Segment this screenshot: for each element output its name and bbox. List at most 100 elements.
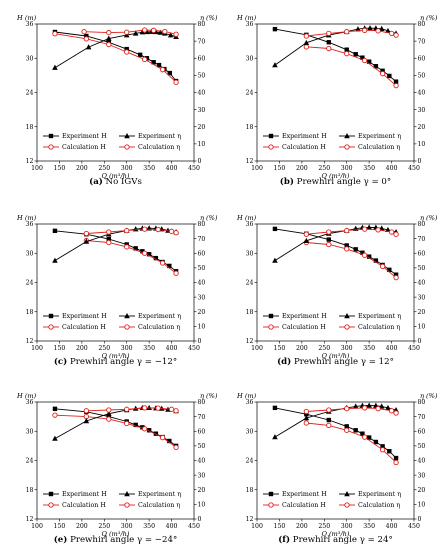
- series-line: [306, 422, 397, 463]
- y-right-tick-label: 80: [198, 399, 206, 406]
- y-right-tick-label: 40: [198, 280, 206, 287]
- legend-marker: [268, 313, 274, 319]
- y-right-tick-label: 10: [418, 502, 426, 509]
- legend-label: Experiment η: [358, 491, 401, 498]
- data-point: [393, 83, 399, 89]
- y-right-tick-label: 20: [418, 487, 426, 494]
- series-line: [54, 33, 177, 83]
- data-point: [303, 33, 309, 39]
- legend-marker: [48, 133, 54, 139]
- data-point: [362, 27, 368, 33]
- legend-marker: [124, 144, 130, 150]
- y-right-tick-label: 10: [198, 324, 206, 331]
- panel-caption: (b) Prewhirl angle γ = 0°: [280, 176, 391, 187]
- data-point: [366, 59, 372, 64]
- data-point: [367, 25, 373, 31]
- y-right-tick-label: 40: [418, 458, 426, 465]
- x-tick-label: 100: [251, 345, 263, 352]
- data-point: [362, 226, 368, 232]
- chart-panel: 100 150 200 250 300 350 400 450 12 18 24 30 36 0 10 20 3…: [16, 214, 218, 367]
- chart-panel: 100 150 200 250 300 350 400 450 12 18 24 30 36 0 10 20 3…: [236, 14, 438, 187]
- data-point: [393, 79, 399, 84]
- y-right-tick-label: 10: [198, 141, 206, 148]
- x-tick-label: 400: [166, 345, 178, 352]
- data-point: [344, 405, 350, 412]
- data-point: [326, 40, 331, 45]
- data-point: [173, 230, 179, 236]
- data-point: [105, 410, 112, 416]
- legend-label: Experiment η: [138, 491, 181, 498]
- data-point: [353, 247, 358, 252]
- data-point: [153, 255, 159, 261]
- x-tick-label: 200: [296, 523, 308, 530]
- panel-caption: (d) Prewhirl angle γ = 12°: [277, 356, 394, 367]
- data-point: [168, 406, 175, 412]
- legend-label: Experiment H: [62, 133, 107, 140]
- legend-label: Experiment η: [358, 133, 401, 140]
- data-point: [355, 26, 361, 32]
- y-right-axis-title: η (%): [200, 392, 218, 400]
- data-point: [146, 428, 152, 433]
- y-right-tick-label: 0: [418, 516, 422, 523]
- x-tick-label: 250: [318, 165, 330, 172]
- data-point: [362, 405, 368, 411]
- y-left-tick-label: 12: [26, 516, 34, 523]
- x-tick-label: 250: [98, 345, 110, 352]
- legend-marker: [124, 502, 130, 508]
- data-point: [373, 64, 379, 69]
- data-point: [106, 41, 112, 48]
- chart-panel: 100 150 200 250 300 350 400 450 12 18 24 30 36 0 10 20 3…: [16, 14, 218, 187]
- data-point: [385, 27, 391, 34]
- y-right-axis-title: η (%): [420, 214, 438, 222]
- y-right-tick-label: 30: [418, 294, 426, 301]
- data-point: [387, 73, 392, 79]
- y-right-tick-label: 20: [418, 309, 426, 316]
- panel-caption: (a) No IGVs: [89, 176, 142, 187]
- data-point: [146, 252, 152, 257]
- legend-label: Calculation H: [282, 502, 326, 509]
- x-tick-label: 350: [363, 523, 375, 530]
- data-point: [388, 30, 395, 37]
- y-right-tick-label: 60: [418, 428, 426, 435]
- panel-caption-label: (e): [54, 534, 68, 545]
- data-point: [52, 228, 58, 234]
- legend-marker: [268, 324, 274, 330]
- x-tick-label: 250: [318, 523, 330, 530]
- y-right-tick-label: 20: [198, 124, 206, 131]
- legend-marker: [124, 313, 130, 319]
- y-left-tick-label: 24: [246, 458, 254, 465]
- y-left-axis-title: H (m): [16, 392, 37, 400]
- data-point: [344, 47, 349, 52]
- data-point: [360, 55, 365, 60]
- data-point: [362, 57, 368, 64]
- data-point: [366, 402, 372, 408]
- y-left-tick-label: 36: [246, 221, 254, 228]
- y-right-tick-label: 60: [198, 250, 206, 257]
- legend-label: Calculation η: [138, 324, 180, 331]
- x-tick-label: 150: [274, 523, 286, 530]
- data-point: [155, 405, 161, 411]
- y-left-tick-label: 24: [26, 280, 34, 287]
- data-point: [156, 62, 162, 68]
- legend-marker: [48, 491, 54, 497]
- data-point: [157, 29, 164, 35]
- legend-marker: [124, 324, 130, 330]
- data-point: [375, 405, 381, 412]
- y-left-tick-label: 24: [246, 280, 254, 287]
- data-point: [379, 263, 386, 270]
- data-point: [379, 447, 386, 453]
- panel-caption-text: Prewhirl angle γ = 0°: [294, 177, 391, 187]
- data-point: [388, 408, 395, 414]
- x-axis-title: Q (m³/h): [321, 352, 349, 360]
- data-point: [303, 39, 310, 46]
- x-tick-label: 150: [274, 345, 286, 352]
- legend-marker: [344, 502, 350, 508]
- y-right-tick-label: 50: [198, 265, 206, 272]
- plot-frame: [256, 23, 415, 162]
- y-right-tick-label: 30: [418, 107, 426, 114]
- series-line: [54, 230, 177, 272]
- data-point: [106, 236, 111, 242]
- y-right-tick-label: 80: [198, 221, 206, 228]
- y-left-tick-label: 18: [26, 487, 34, 494]
- x-axis-title: Q (m³/h): [101, 530, 129, 538]
